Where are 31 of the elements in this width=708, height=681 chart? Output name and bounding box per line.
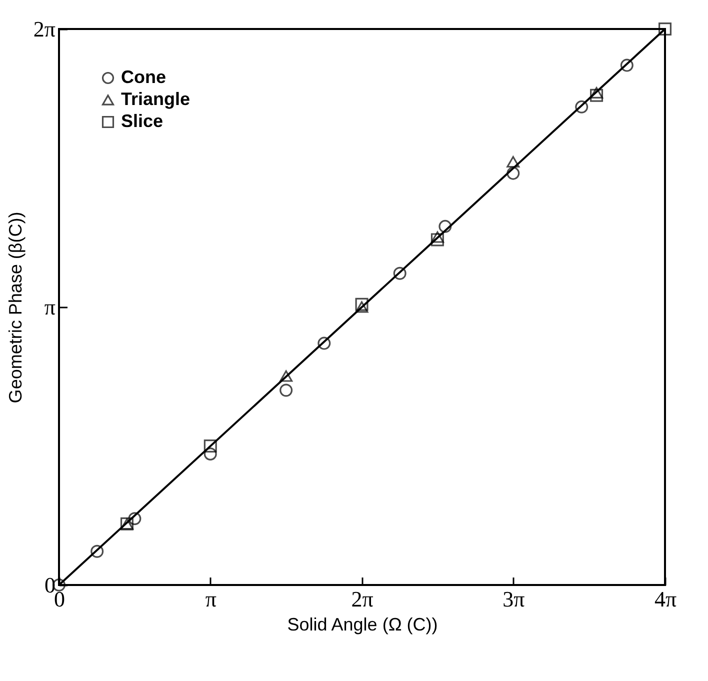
point (355, 301, 368, 313)
y-tick-label: π (44, 294, 56, 320)
x-tick-label: π (205, 586, 216, 612)
legend-label: Slice (121, 111, 164, 131)
y-axis-title: Geometric Phase (β(C)) (5, 212, 26, 404)
point (575, 100, 588, 114)
point (355, 298, 368, 311)
point (620, 58, 634, 72)
point (590, 88, 604, 102)
point (506, 166, 520, 180)
point (590, 87, 604, 98)
legend-label: Triangle (121, 89, 190, 109)
point (204, 440, 217, 452)
x-axis-title: Solid Angle (Ω (C)) (287, 614, 438, 634)
point (280, 384, 293, 397)
point (280, 370, 293, 382)
point (90, 544, 104, 558)
legend-label: Cone (121, 67, 166, 87)
x-tick-label: 2π (351, 586, 374, 612)
point (204, 447, 217, 460)
y-tick-label: 2π (33, 16, 56, 42)
x-tick-label: 4π (654, 586, 677, 612)
point (658, 22, 672, 36)
point (393, 266, 406, 280)
point (128, 512, 142, 526)
point (430, 231, 444, 243)
point (438, 220, 452, 233)
x-tick-label: 3π (502, 586, 525, 612)
point (506, 156, 520, 168)
point (318, 336, 331, 350)
point (430, 233, 444, 246)
